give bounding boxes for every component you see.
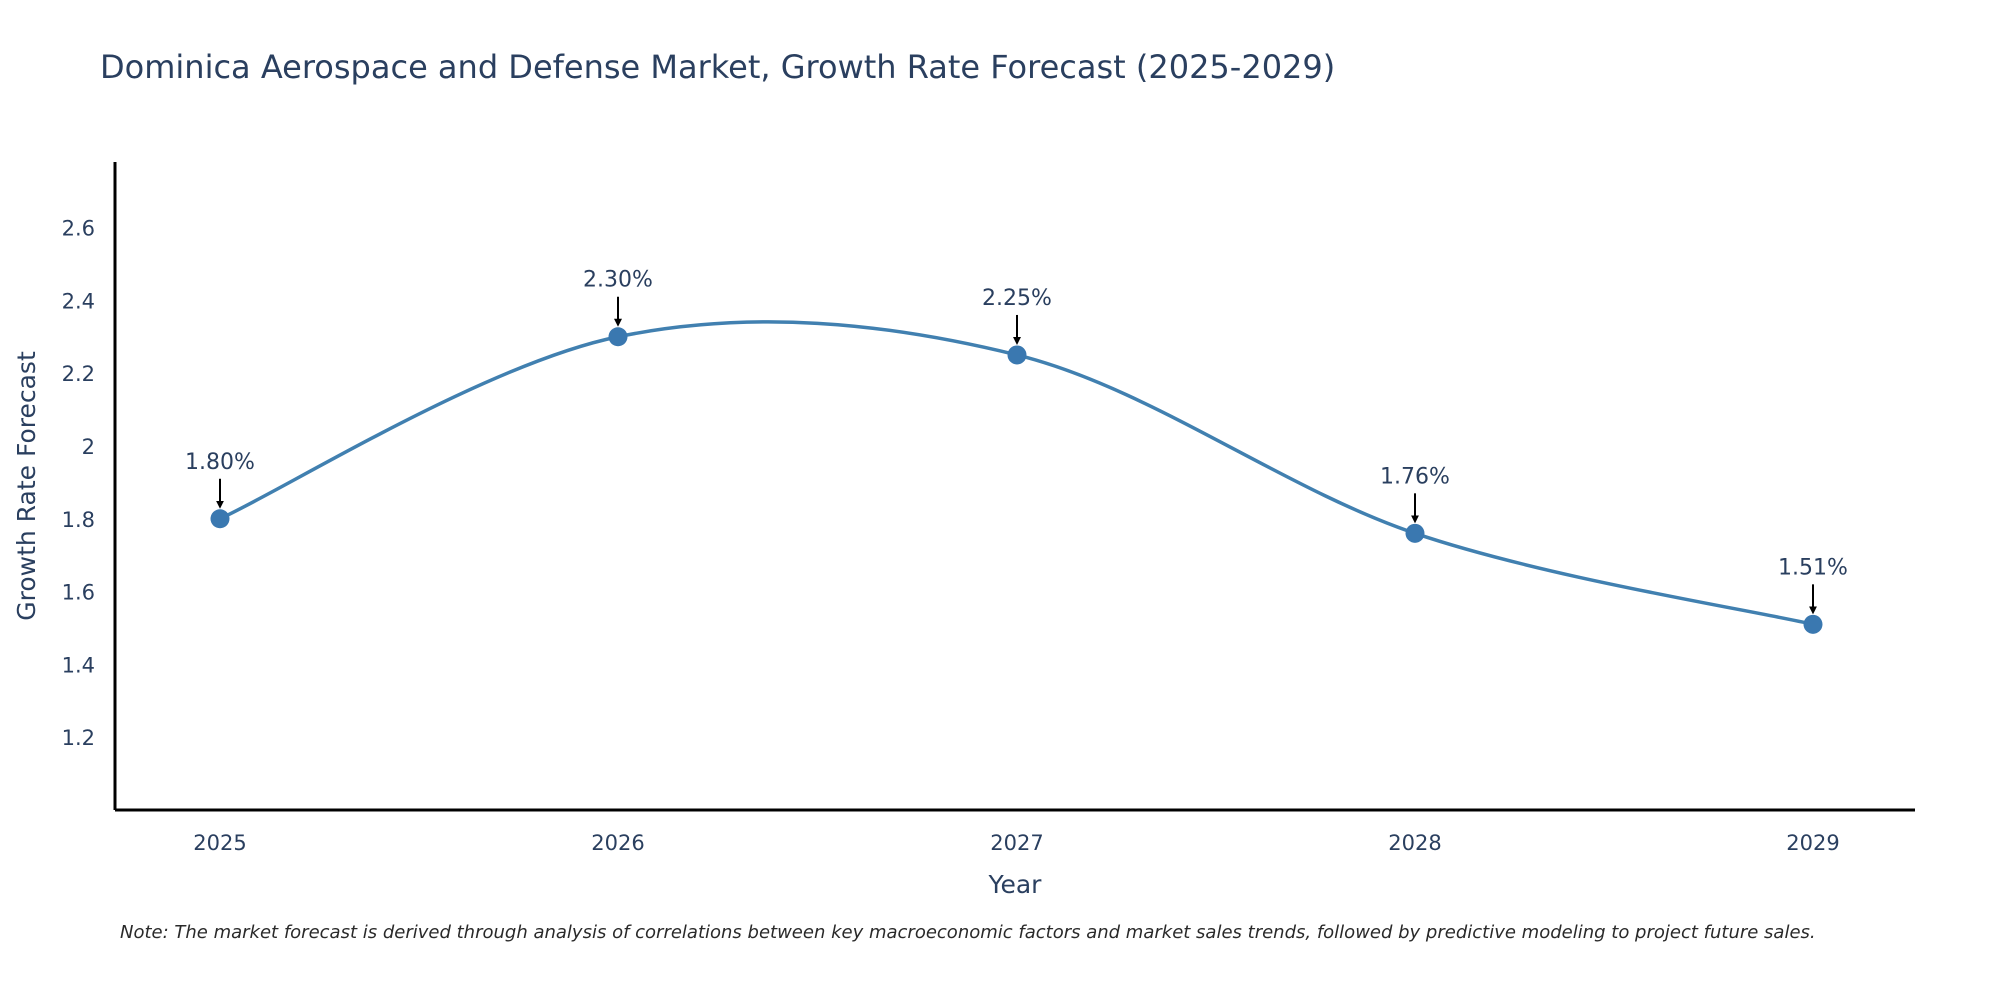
data-point <box>1405 523 1425 543</box>
x-axis-title: Year <box>988 870 1043 899</box>
y-tick-label: 2.6 <box>62 217 95 241</box>
data-point <box>1803 614 1823 634</box>
x-tick-label: 2026 <box>591 831 644 855</box>
y-tick-label: 2.2 <box>62 362 95 386</box>
series <box>210 320 1823 634</box>
data-label: 2.25% <box>982 286 1052 311</box>
x-tick-label: 2029 <box>1786 831 1839 855</box>
x-tick-label: 2028 <box>1388 831 1441 855</box>
data-label: 2.30% <box>583 268 653 293</box>
data-label: 1.51% <box>1778 555 1848 580</box>
y-tick-label: 1.6 <box>62 581 95 605</box>
series-line <box>219 320 1814 627</box>
y-tick-label: 2.4 <box>62 289 95 313</box>
data-label: 1.80% <box>185 450 255 475</box>
data-labels: 1.80% 2.30% 2.25% 1.76% 1.51% <box>185 268 1848 615</box>
chart-title: Dominica Aerospace and Defense Market, G… <box>100 48 1336 86</box>
data-label: 1.76% <box>1380 464 1450 489</box>
y-tick-label: 1.2 <box>62 726 95 750</box>
y-tick-label: 1.8 <box>62 508 95 532</box>
data-point <box>608 327 628 347</box>
tick-labels: 1.2 1.4 1.6 1.8 2 2.2 2.4 2.6 2025 2026 2027 2028 20… <box>62 217 1840 855</box>
chart-note: Note: The market forecast is derived thr… <box>120 922 1816 943</box>
data-point <box>210 509 230 529</box>
y-axis-title: Growth Rate Forecast <box>12 351 41 621</box>
y-tick-label: 1.4 <box>62 653 95 677</box>
x-tick-label: 2025 <box>193 831 246 855</box>
data-point <box>1007 345 1027 365</box>
x-tick-label: 2027 <box>990 831 1043 855</box>
y-tick-label: 2 <box>82 435 95 459</box>
axes <box>113 162 1915 812</box>
